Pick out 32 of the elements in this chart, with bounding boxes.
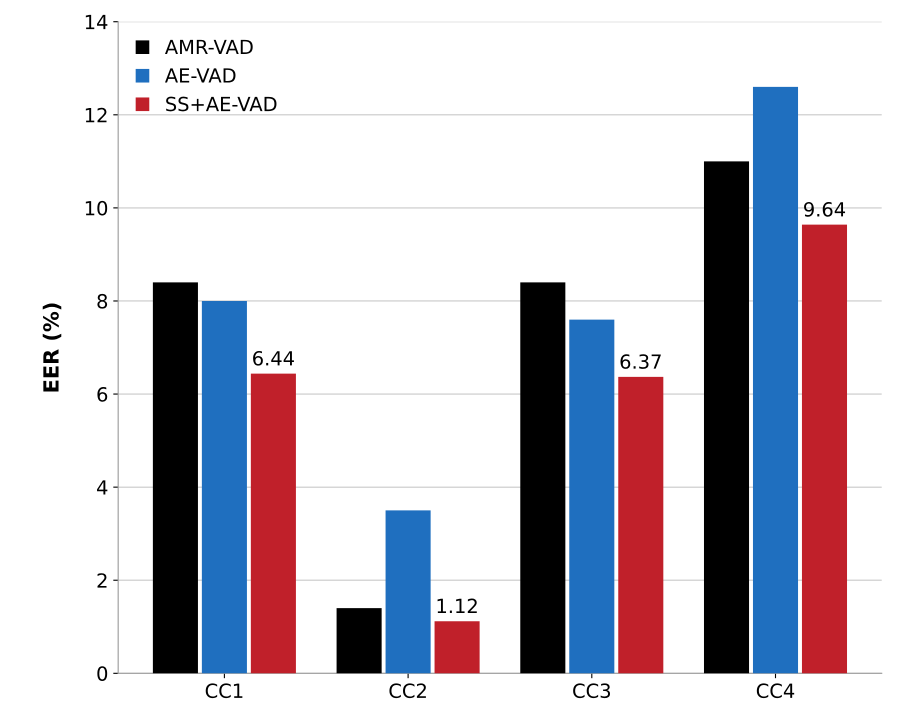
y-tick-label: 12 [86, 108, 106, 122]
data-label: 1.12 [438, 598, 477, 613]
y-tick-label: 14 [86, 14, 108, 30]
x-tick-label: CC2 [389, 683, 426, 698]
legend-label: SS+AE-VAD [166, 96, 276, 112]
bar [250, 374, 296, 674]
data-label: 6.44 [253, 350, 294, 366]
x-tick-label: CC3 [573, 683, 610, 698]
bar [618, 376, 664, 674]
bar [434, 621, 480, 674]
data-label: 6.37 [620, 354, 661, 369]
legend-label: AE-VAD [164, 68, 236, 83]
bar [802, 224, 848, 674]
y-tick-label: 8 [97, 294, 108, 309]
x-tick-label: CC1 [206, 683, 242, 698]
legend-label: AMR-VAD [164, 40, 253, 54]
y-tick-label: 4 [97, 480, 108, 495]
bar [752, 86, 798, 674]
bar [569, 320, 614, 674]
y-tick-label: 10 [86, 200, 108, 216]
x-tick-label: CC4 [756, 683, 794, 698]
bar [520, 282, 566, 674]
y-tick-label: 2 [98, 573, 106, 588]
bar [152, 282, 198, 674]
y-axis-title: EER (%) [42, 303, 62, 392]
bar [202, 300, 247, 674]
bar [704, 161, 750, 674]
bar [336, 608, 382, 674]
data-label: 9.64 [804, 202, 846, 217]
y-tick-label: 6 [97, 387, 108, 402]
y-tick-label: 0 [97, 666, 108, 681]
bar [386, 510, 431, 674]
